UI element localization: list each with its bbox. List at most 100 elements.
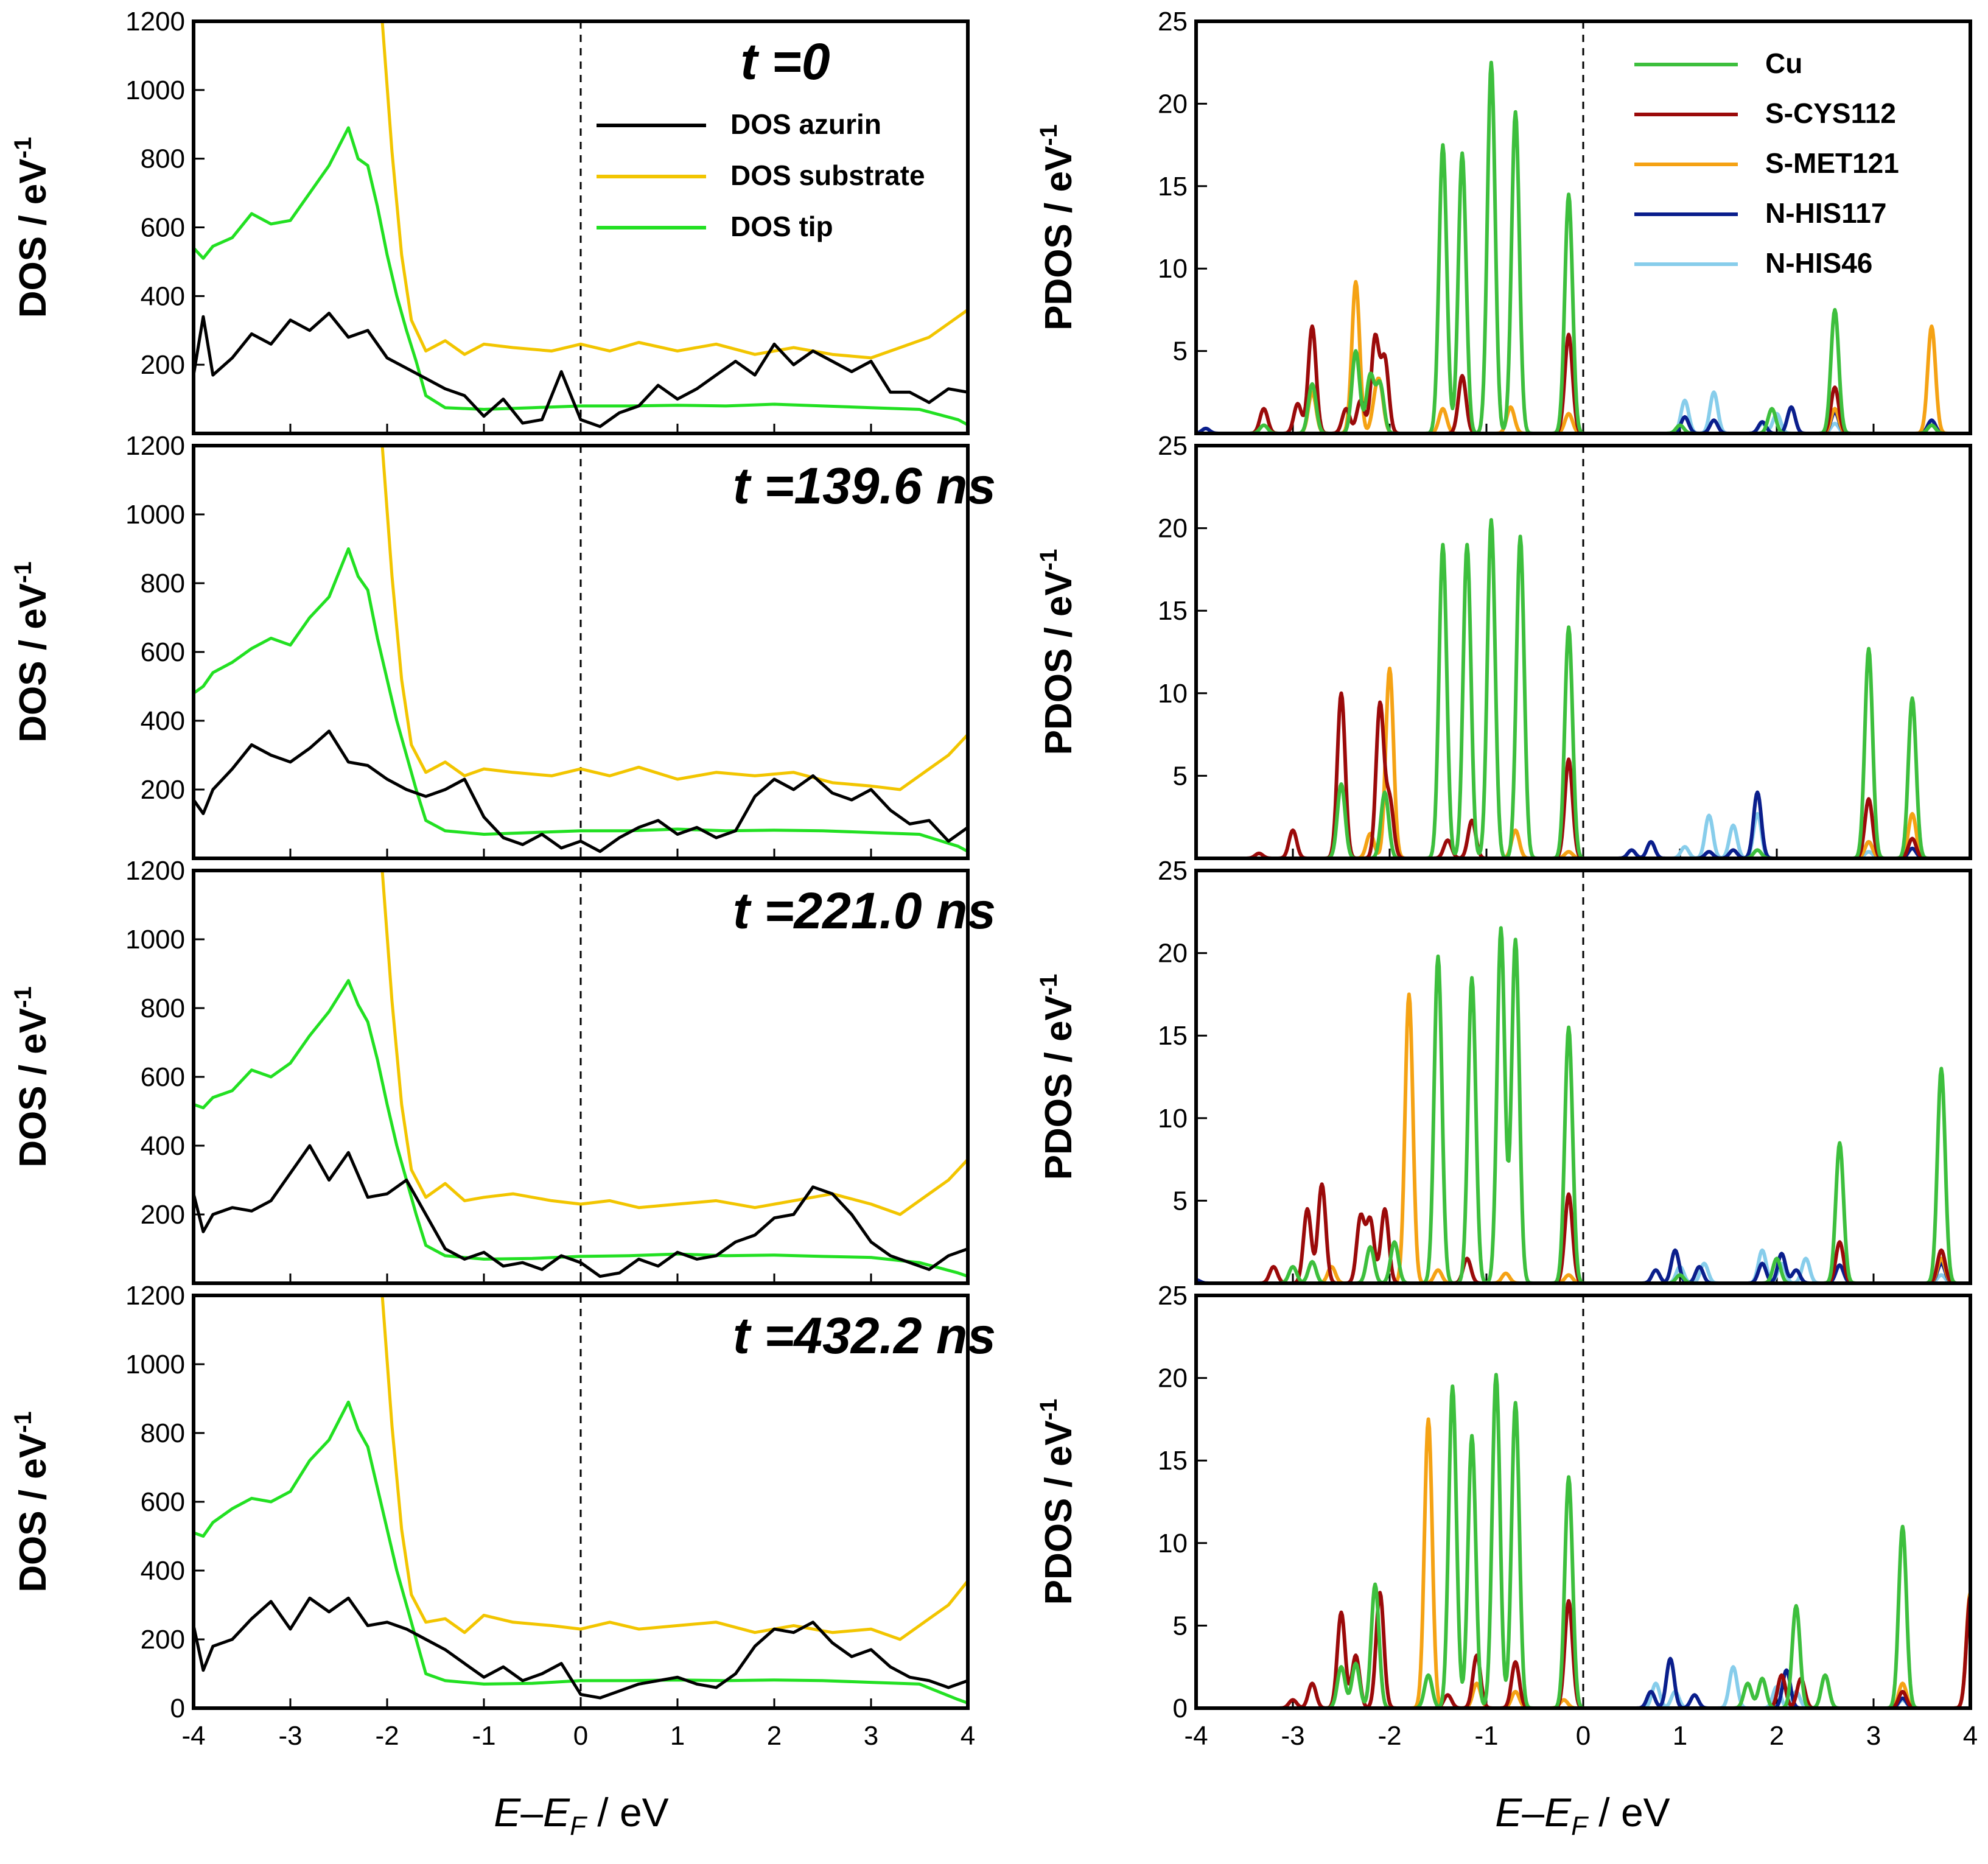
- left-xtick-label: -2: [375, 1721, 399, 1751]
- left-xtick-label: 4: [961, 1721, 975, 1751]
- right-ytick-label: 20: [1158, 939, 1188, 969]
- left-ytick-label: 200: [141, 775, 185, 805]
- left-xtick-label: 1: [670, 1721, 685, 1751]
- series-line-tip: [194, 1400, 968, 1705]
- left-ytick-label: 200: [141, 1200, 185, 1230]
- right-xtick-label: 4: [1963, 1721, 1978, 1751]
- right-ytick-label: 0: [1173, 1694, 1188, 1723]
- left-panel-1: 200 400 600 800 1000 1200 t =0: [125, 7, 970, 435]
- series-line-azurin: [194, 1144, 968, 1278]
- right-ytick-label: 25: [1158, 856, 1188, 886]
- legend-label: DOS substrate: [730, 159, 925, 191]
- series-line-azurin: [194, 312, 968, 429]
- right-ytick-label: 5: [1173, 1611, 1188, 1641]
- left-ytick-label: 1000: [125, 925, 185, 955]
- legend-label: Cu: [1765, 47, 1802, 79]
- left-ytick-label: 600: [141, 213, 185, 243]
- series-line-s-met121: [1196, 667, 1970, 858]
- left-ytick-label: 1200: [125, 856, 185, 886]
- right-ytick-label: 5: [1173, 1186, 1188, 1216]
- right-y-axis-label: PDOS / eV-1: [1035, 974, 1080, 1180]
- series-line-substrate: [380, 21, 968, 360]
- right-xtick-label: 0: [1576, 1721, 1591, 1751]
- left-y-axis-label: DOS / eV-1: [10, 1411, 54, 1592]
- left-ytick-label: 200: [141, 1625, 185, 1655]
- right-y-axis-label: PDOS / eV-1: [1035, 124, 1080, 331]
- series-line-tip: [194, 547, 968, 853]
- time-label: t =0: [740, 33, 830, 90]
- right-ytick-label: 5: [1173, 337, 1188, 366]
- series-line-substrate: [380, 446, 968, 791]
- left-frame-3: [192, 869, 970, 1285]
- right-frame-2: [1194, 444, 1972, 860]
- left-panel-4: 0 200 400 600 800 1000 1200 t =432.2 ns: [125, 1281, 996, 1723]
- time-label: t =139.6 ns: [733, 457, 996, 514]
- left-ytick-label: 600: [141, 1487, 185, 1517]
- left-y-axis-label: DOS / eV-1: [10, 986, 54, 1167]
- right-frame-1: [1194, 19, 1972, 435]
- legend-label: DOS tip: [730, 211, 833, 242]
- right-y-axis-label: PDOS / eV-1: [1035, 1399, 1080, 1605]
- right-xtick-label: -4: [1184, 1721, 1208, 1751]
- series-line-substrate: [380, 871, 968, 1216]
- right-xtick-label: -2: [1377, 1721, 1401, 1751]
- right-ytick-label: 10: [1158, 679, 1188, 709]
- right-ytick-label: 10: [1158, 254, 1188, 284]
- legend-label: S-MET121: [1765, 147, 1899, 179]
- left-ytick-label: 400: [141, 706, 185, 736]
- right-panel-1: 5 10 15 20 25: [1158, 7, 1972, 435]
- left-ytick-label: 400: [141, 281, 185, 311]
- right-panel-2: 5 10 15 20 25: [1158, 431, 1972, 860]
- left-x-axis-label: E–EF / eV: [494, 1790, 668, 1841]
- left-xtick-label: 3: [864, 1721, 878, 1751]
- series-line-azurin: [194, 729, 968, 853]
- left-xtick-label: 2: [767, 1721, 782, 1751]
- right-ytick-label: 15: [1158, 172, 1188, 201]
- right-ytick-label: 10: [1158, 1529, 1188, 1558]
- right-xtick-label: 1: [1673, 1721, 1687, 1751]
- right-ytick-label: 15: [1158, 1446, 1188, 1476]
- right-ytick-label: 25: [1158, 1281, 1188, 1311]
- left-ytick-label: 600: [141, 1062, 185, 1092]
- right-ytick-label: 20: [1158, 514, 1188, 544]
- left-ytick-label: 800: [141, 569, 185, 598]
- right-x-axis-label: E–EF / eV: [1495, 1790, 1670, 1841]
- right-ytick-label: 25: [1158, 431, 1188, 461]
- left-ytick-label: 1200: [125, 431, 185, 461]
- left-xtick-label: -1: [472, 1721, 495, 1751]
- series-line-s-met121: [1196, 992, 1970, 1283]
- left-ytick-label: 1000: [125, 500, 185, 530]
- right-xtick-label: -3: [1281, 1721, 1304, 1751]
- right-ytick-label: 20: [1158, 1364, 1188, 1393]
- series-line-substrate: [380, 1295, 968, 1641]
- series-line-tip: [194, 126, 968, 427]
- right-ytick-label: 20: [1158, 89, 1188, 119]
- right-ytick-label: 15: [1158, 1021, 1188, 1051]
- left-y-axis-label: DOS / eV-1: [10, 137, 54, 318]
- series-line-azurin: [194, 1596, 968, 1700]
- left-ytick-label: 1200: [125, 1281, 185, 1311]
- left-y-axis-label: DOS / eV-1: [10, 561, 54, 742]
- right-ytick-label: 15: [1158, 596, 1188, 626]
- left-ytick-label: 1000: [125, 75, 185, 105]
- right-ytick-label: 10: [1158, 1104, 1188, 1133]
- right-frame-3: [1194, 869, 1972, 1285]
- left-ytick-label: 400: [141, 1556, 185, 1586]
- legend-label: N-HIS117: [1765, 197, 1886, 229]
- left-frame-4: [192, 1294, 970, 1710]
- right-xtick-label: -1: [1474, 1721, 1498, 1751]
- left-xtick-label: -3: [278, 1721, 302, 1751]
- legend-label: N-HIS46: [1765, 247, 1872, 279]
- series-line-s-cys112: [1196, 324, 1970, 433]
- left-ytick-label: 800: [141, 144, 185, 174]
- legend-label: DOS azurin: [730, 108, 881, 140]
- series-line-n-his117: [1196, 1248, 1970, 1283]
- right-frame-4: [1194, 1294, 1972, 1710]
- right-ytick-label: 25: [1158, 7, 1188, 37]
- left-panel-3: 200 400 600 800 1000 1200 t =221.0 ns: [125, 856, 996, 1285]
- right-xtick-label: 3: [1866, 1721, 1881, 1751]
- left-ytick-label: 800: [141, 1418, 185, 1448]
- left-frame-1: [192, 19, 970, 435]
- time-label: t =221.0 ns: [733, 882, 996, 939]
